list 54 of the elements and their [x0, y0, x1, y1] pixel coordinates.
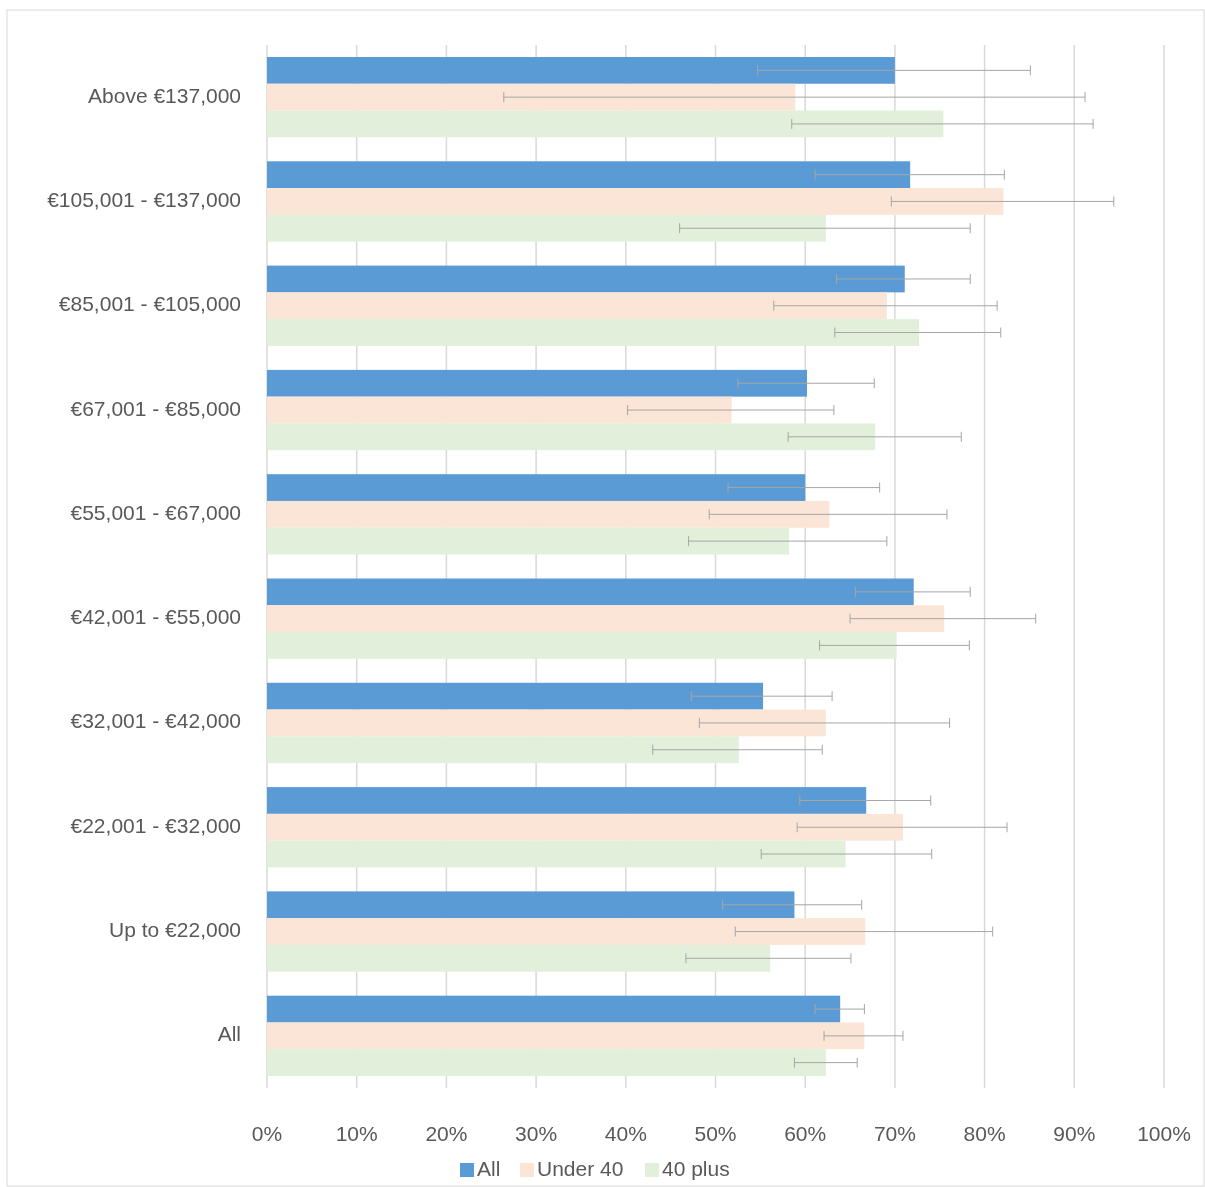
x-tick-label: 80%	[963, 1121, 1006, 1145]
bar	[267, 83, 796, 111]
x-tick-label: 100%	[1137, 1121, 1191, 1145]
bar	[267, 813, 903, 841]
bar	[267, 161, 911, 189]
bar	[267, 56, 895, 84]
bar	[267, 632, 897, 659]
y-tick-label: €22,001 - €32,000	[70, 813, 241, 837]
bar	[267, 891, 795, 919]
bar	[267, 188, 1004, 215]
bar	[267, 396, 732, 424]
x-tick-label: 90%	[1053, 1121, 1096, 1145]
bar	[267, 369, 807, 397]
bar	[267, 944, 771, 972]
x-tick-label: 70%	[873, 1121, 916, 1145]
y-tick-label: €32,001 - €42,000	[70, 709, 241, 733]
bar	[267, 840, 846, 868]
x-tick-label: 0%	[251, 1121, 283, 1145]
legend-label: Under 40	[537, 1156, 624, 1180]
legend-label: 40 plus	[662, 1156, 730, 1180]
y-tick-label: €85,001 - €105,000	[58, 292, 241, 316]
bar	[267, 787, 867, 814]
bar	[267, 474, 806, 501]
bar	[267, 736, 739, 764]
bar	[267, 319, 920, 346]
x-tick-label: 40%	[604, 1121, 647, 1145]
y-tick-label: €55,001 - €67,000	[70, 500, 241, 524]
bar	[267, 265, 905, 293]
x-tick-label: 10%	[335, 1121, 378, 1145]
x-tick-label: 60%	[784, 1121, 827, 1145]
bar	[267, 709, 826, 737]
bar	[267, 1049, 826, 1077]
x-tick-label: 30%	[515, 1121, 558, 1145]
y-tick-label: €105,001 - €137,000	[47, 188, 241, 211]
legend-label: All	[477, 1156, 501, 1180]
bar	[267, 995, 841, 1023]
y-tick-label: Up to €22,000	[109, 918, 241, 942]
bar	[267, 1022, 865, 1050]
bar	[267, 527, 790, 555]
y-tick-label: €67,001 - €85,000	[70, 396, 241, 420]
y-tick-label: All	[217, 1022, 241, 1046]
bar	[267, 110, 944, 138]
x-tick-label: 20%	[425, 1121, 468, 1145]
bar	[267, 292, 887, 320]
x-tick-label: 50%	[694, 1121, 737, 1145]
bar	[267, 578, 914, 606]
bar	[267, 423, 876, 451]
bar	[267, 500, 830, 528]
bar	[267, 682, 764, 710]
bar	[267, 918, 866, 945]
y-tick-label: €42,001 - €55,000	[70, 605, 241, 629]
bar	[267, 605, 945, 633]
bar	[267, 214, 826, 242]
y-tick-label: Above €137,000	[88, 83, 241, 107]
